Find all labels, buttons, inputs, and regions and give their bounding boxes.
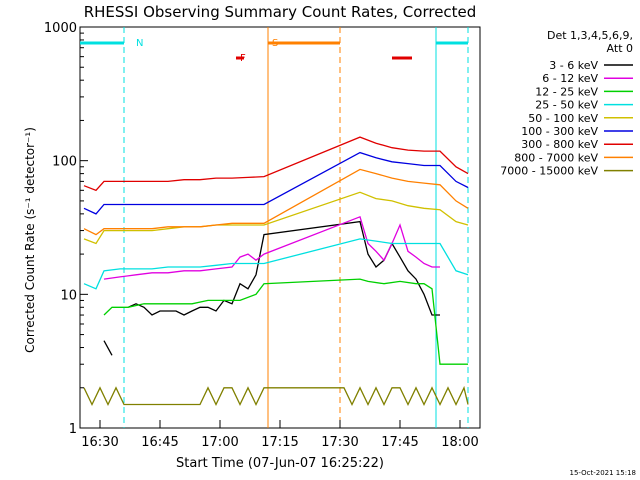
tick-layer: 16:30 16:45 17:00 17:15 17:30 17:45 18:00 1 10 10… [44, 21, 479, 450]
legend-label-6: 300 - 800 keV [521, 138, 598, 151]
series-line-5 [83, 151, 469, 215]
x-tick-label-3: 17:15 [261, 435, 298, 450]
series-line-8 [83, 385, 469, 407]
x-tick-label-5: 17:45 [381, 435, 418, 450]
series-line-4 [83, 191, 469, 245]
series-line-1 [103, 215, 440, 280]
legend-header-line2: Att 0 [607, 42, 633, 55]
chart-title: RHESSI Observing Summary Count Rates, Co… [84, 3, 477, 21]
x-tick-label-2: 17:00 [201, 435, 238, 450]
plot-area [79, 26, 481, 429]
y-tick-label-1: 10 [60, 288, 77, 303]
series-line-2 [103, 278, 468, 365]
series-line-0 [103, 220, 440, 356]
legend-label-4: 50 - 100 keV [528, 112, 598, 125]
plot-frame-layer [79, 26, 481, 429]
series-line-6 [83, 136, 469, 192]
y-tick-label-3: 1000 [44, 21, 77, 36]
legend-label-0: 3 - 6 keV [549, 59, 598, 72]
series-line-3 [83, 238, 469, 290]
legend-label-5: 100 - 300 keV [521, 125, 598, 138]
y-tick-label-0: 1 [69, 422, 77, 437]
y-axis-label: Corrected Count Rate (s⁻¹ detector⁻¹) [23, 127, 37, 353]
annotation-N: N [136, 38, 143, 49]
legend-label-7: 800 - 7000 keV [514, 151, 598, 164]
vertical-marker-layer: N F S [80, 27, 469, 428]
x-tick-label-6: 18:00 [441, 435, 478, 450]
y-tick-label-2: 100 [52, 155, 77, 170]
legend-label-2: 12 - 25 keV [535, 85, 598, 98]
legend-label-8: 7000 - 15000 keV [500, 165, 598, 178]
legend-header-line1: Det 1,3,4,5,6,9, [547, 29, 633, 42]
x-tick-label-1: 16:45 [141, 435, 178, 450]
series-line-7 [83, 168, 469, 236]
x-tick-label-0: 16:30 [81, 435, 118, 450]
legend-label-1: 6 - 12 keV [542, 72, 598, 85]
x-tick-label-4: 17:30 [321, 435, 358, 450]
footer-date: 15-Oct-2021 15:18 [570, 469, 636, 477]
x-axis-label: Start Time (07-Jun-07 16:25:22) [176, 456, 384, 471]
series-layer [83, 136, 469, 407]
annotation-F: F [240, 53, 246, 64]
legend-label-3: 25 - 50 keV [535, 99, 598, 112]
annotation-S: S [272, 38, 278, 49]
